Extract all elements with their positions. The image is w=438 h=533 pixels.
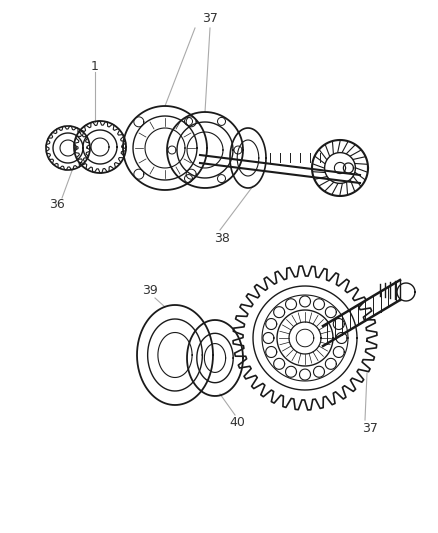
- Text: 40: 40: [229, 416, 245, 430]
- Polygon shape: [333, 319, 344, 329]
- Polygon shape: [231, 264, 379, 412]
- Text: 37: 37: [362, 422, 378, 434]
- Polygon shape: [123, 106, 207, 190]
- Polygon shape: [336, 333, 347, 343]
- Polygon shape: [325, 306, 336, 318]
- Polygon shape: [286, 366, 297, 377]
- Polygon shape: [397, 283, 415, 301]
- Polygon shape: [266, 319, 277, 329]
- Polygon shape: [312, 140, 368, 196]
- Text: 39: 39: [142, 284, 158, 296]
- Polygon shape: [137, 305, 213, 405]
- Polygon shape: [46, 126, 90, 170]
- Polygon shape: [286, 298, 297, 310]
- Polygon shape: [266, 346, 277, 358]
- Polygon shape: [300, 369, 311, 380]
- Polygon shape: [74, 121, 126, 173]
- Polygon shape: [263, 333, 274, 343]
- Polygon shape: [325, 358, 336, 369]
- Polygon shape: [167, 112, 243, 188]
- Polygon shape: [187, 320, 243, 396]
- Polygon shape: [333, 346, 344, 358]
- Text: 36: 36: [49, 198, 65, 211]
- Text: 37: 37: [202, 12, 218, 25]
- Polygon shape: [274, 358, 285, 369]
- Polygon shape: [314, 366, 325, 377]
- Text: 1: 1: [91, 60, 99, 72]
- Polygon shape: [314, 298, 325, 310]
- Polygon shape: [300, 296, 311, 307]
- Text: 38: 38: [214, 231, 230, 245]
- Polygon shape: [274, 306, 285, 318]
- Polygon shape: [230, 128, 266, 188]
